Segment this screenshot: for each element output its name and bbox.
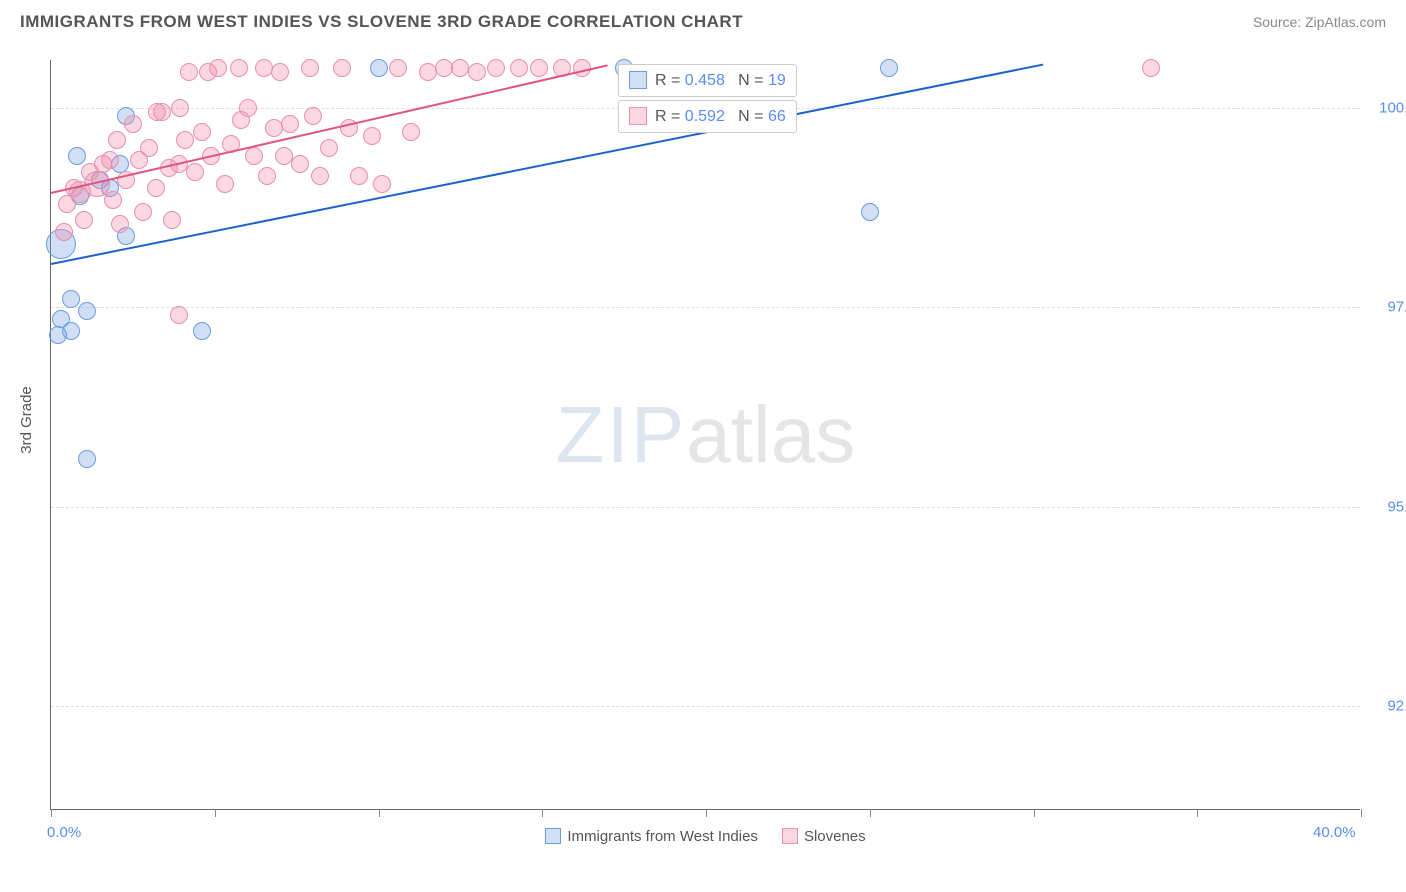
scatter-point-west_indies — [62, 290, 80, 308]
scatter-point-slovenes — [333, 59, 351, 77]
gridline-h — [51, 307, 1360, 308]
x-tick — [706, 809, 707, 817]
scatter-point-slovenes — [275, 147, 293, 165]
scatter-point-slovenes — [402, 123, 420, 141]
x-tick — [1197, 809, 1198, 817]
x-tick — [215, 809, 216, 817]
y-tick-label: 92.5% — [1370, 698, 1406, 715]
scatter-point-slovenes — [163, 211, 181, 229]
scatter-point-west_indies — [49, 326, 67, 344]
x-tick — [379, 809, 380, 817]
scatter-point-slovenes — [140, 139, 158, 157]
scatter-point-slovenes — [419, 63, 437, 81]
scatter-point-west_indies — [880, 59, 898, 77]
scatter-point-slovenes — [320, 139, 338, 157]
scatter-point-slovenes — [147, 179, 165, 197]
y-axis-label: 3rd Grade — [18, 386, 35, 454]
watermark-zip: ZIP — [556, 390, 686, 479]
scatter-point-slovenes — [176, 131, 194, 149]
scatter-point-west_indies — [193, 322, 211, 340]
scatter-point-west_indies — [68, 147, 86, 165]
watermark: ZIPatlas — [556, 389, 855, 481]
header: IMMIGRANTS FROM WEST INDIES VS SLOVENE 3… — [0, 0, 1406, 40]
scatter-point-slovenes — [304, 107, 322, 125]
scatter-point-slovenes — [281, 115, 299, 133]
scatter-point-slovenes — [209, 59, 227, 77]
scatter-point-slovenes — [291, 155, 309, 173]
scatter-point-slovenes — [468, 63, 486, 81]
scatter-point-slovenes — [258, 167, 276, 185]
gridline-h — [51, 507, 1360, 508]
scatter-point-slovenes — [104, 191, 122, 209]
scatter-point-slovenes — [245, 147, 263, 165]
scatter-point-slovenes — [216, 175, 234, 193]
x-tick — [1034, 809, 1035, 817]
chart-title: IMMIGRANTS FROM WEST INDIES VS SLOVENE 3… — [20, 12, 743, 32]
scatter-point-slovenes — [271, 63, 289, 81]
scatter-point-slovenes — [311, 167, 329, 185]
scatter-point-west_indies — [861, 203, 879, 221]
legend-item-west_indies: Immigrants from West Indies — [545, 828, 758, 845]
x-tick — [1361, 809, 1362, 817]
scatter-point-slovenes — [373, 175, 391, 193]
scatter-point-slovenes — [301, 59, 319, 77]
scatter-point-slovenes — [435, 59, 453, 77]
scatter-point-slovenes — [153, 103, 171, 121]
scatter-point-slovenes — [389, 59, 407, 77]
y-tick-label: 95.0% — [1370, 498, 1406, 515]
scatter-point-slovenes — [134, 203, 152, 221]
scatter-point-slovenes — [170, 306, 188, 324]
source-label: Source: ZipAtlas.com — [1253, 14, 1386, 30]
scatter-point-slovenes — [111, 215, 129, 233]
scatter-point-slovenes — [530, 59, 548, 77]
scatter-point-slovenes — [171, 99, 189, 117]
scatter-point-slovenes — [186, 163, 204, 181]
scatter-point-slovenes — [350, 167, 368, 185]
scatter-point-west_indies — [78, 450, 96, 468]
x-tick — [51, 809, 52, 817]
x-tick — [870, 809, 871, 817]
scatter-point-slovenes — [239, 99, 257, 117]
legend-bottom: Immigrants from West Indies Slovenes — [51, 828, 1360, 845]
stat-box-slovenes: R = 0.592 N = 66 — [618, 100, 797, 133]
scatter-point-slovenes — [230, 59, 248, 77]
scatter-point-west_indies — [370, 59, 388, 77]
chart-area: ZIPatlas 92.5%95.0%97.5%100.0%0.0%40.0%R… — [50, 60, 1360, 810]
scatter-point-slovenes — [180, 63, 198, 81]
gridline-h — [51, 706, 1360, 707]
scatter-point-slovenes — [363, 127, 381, 145]
stat-box-west_indies: R = 0.458 N = 19 — [618, 64, 797, 97]
scatter-point-slovenes — [55, 223, 73, 241]
legend-item-slovenes: Slovenes — [782, 828, 866, 845]
scatter-point-slovenes — [1142, 59, 1160, 77]
scatter-point-slovenes — [75, 211, 93, 229]
scatter-point-slovenes — [487, 59, 505, 77]
y-tick-label: 97.5% — [1370, 299, 1406, 316]
scatter-point-slovenes — [451, 59, 469, 77]
y-tick-label: 100.0% — [1370, 99, 1406, 116]
scatter-point-slovenes — [510, 59, 528, 77]
scatter-point-slovenes — [193, 123, 211, 141]
scatter-point-slovenes — [108, 131, 126, 149]
scatter-point-slovenes — [101, 151, 119, 169]
x-tick — [542, 809, 543, 817]
scatter-point-west_indies — [78, 302, 96, 320]
scatter-point-slovenes — [255, 59, 273, 77]
scatter-point-slovenes — [124, 115, 142, 133]
scatter-point-slovenes — [265, 119, 283, 137]
watermark-atlas: atlas — [686, 390, 855, 479]
